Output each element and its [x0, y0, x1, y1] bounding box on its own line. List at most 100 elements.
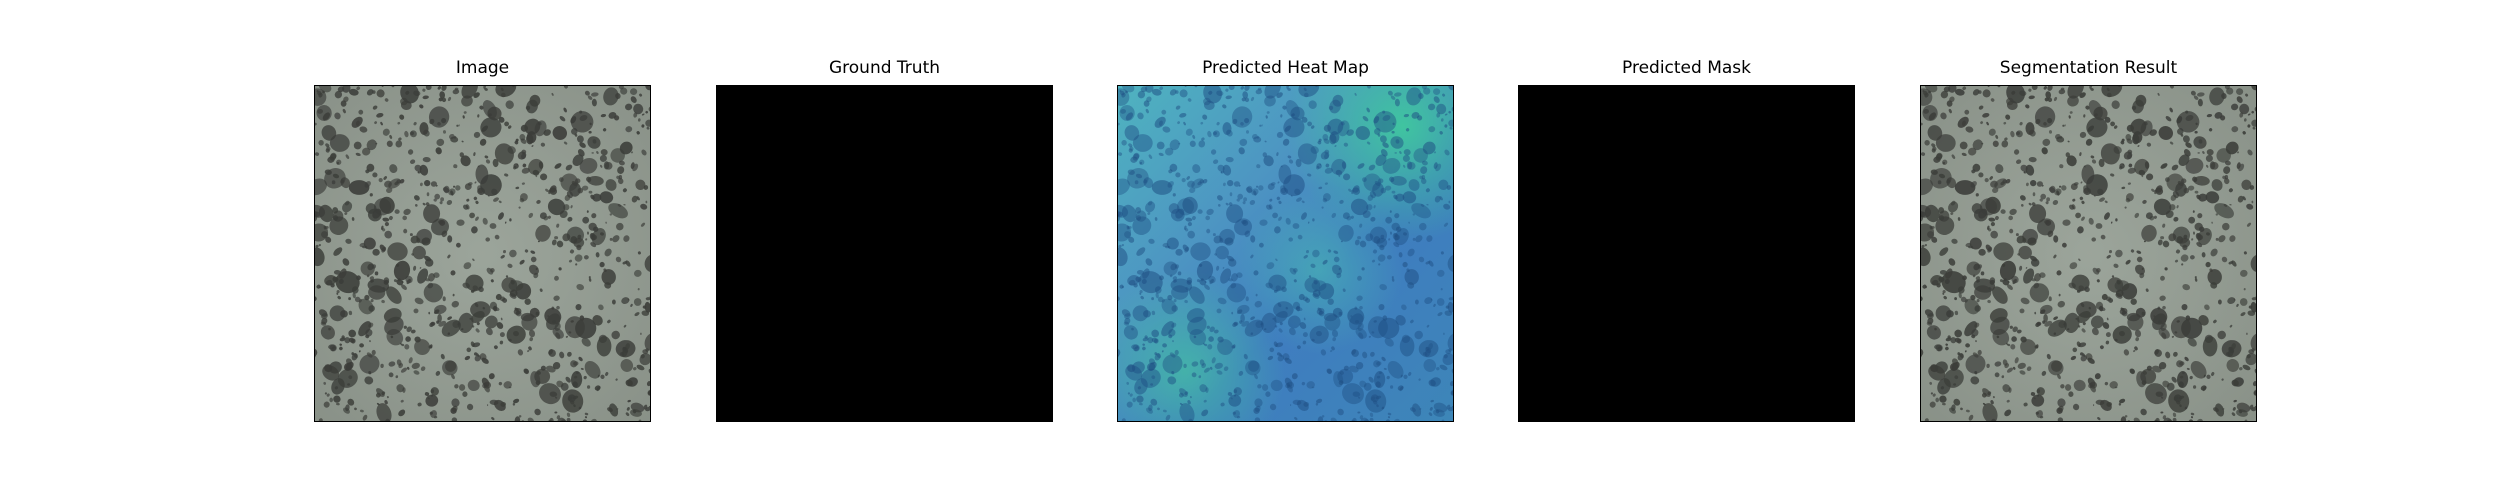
texture-spot: [485, 159, 491, 164]
texture-spot: [570, 111, 594, 133]
texture-spot: [433, 198, 437, 202]
texture-spot: [521, 182, 525, 185]
texture-spot: [336, 292, 339, 295]
texture-spot: [1129, 146, 1134, 151]
texture-spot: [1248, 360, 1260, 372]
texture-spot: [382, 128, 390, 136]
texture-spot: [337, 368, 358, 388]
texture-spot: [2247, 124, 2251, 128]
texture-spot: [1419, 175, 1423, 180]
texture-spot: [1131, 327, 1134, 331]
texture-spot: [2155, 185, 2163, 193]
texture-spot: [530, 256, 537, 263]
texture-spot: [1428, 126, 1436, 133]
texture-spot: [1373, 371, 1386, 388]
texture-spot: [620, 359, 634, 372]
texture-spot: [2028, 202, 2032, 206]
texture-spot: [400, 342, 403, 346]
texture-spot: [1293, 267, 1298, 273]
texture-spot: [2020, 204, 2024, 207]
texture-spot: [1287, 87, 1291, 91]
texture-spot: [447, 96, 452, 102]
texture-spot: [1168, 203, 1180, 214]
texture-spot: [1354, 239, 1360, 246]
texture-spot: [2168, 233, 2177, 242]
texture-spot: [466, 198, 470, 202]
texture-spot: [396, 359, 402, 366]
texture-spot: [1441, 419, 1445, 421]
texture-spot: [2046, 353, 2051, 360]
texture-spot: [623, 347, 626, 351]
texture-spot: [1222, 164, 1232, 176]
texture-spot: [1989, 308, 2008, 323]
texture-spot: [2077, 226, 2084, 234]
texture-spot: [1121, 204, 1137, 223]
texture-spot: [1428, 412, 1433, 417]
texture-spot: [340, 310, 348, 318]
texture-spot: [1168, 334, 1173, 339]
texture-spot: [1433, 402, 1448, 413]
texture-spot: [1118, 214, 1121, 222]
texture-spot: [570, 360, 578, 368]
texture-spot: [1175, 105, 1181, 110]
texture-spot: [1201, 409, 1209, 417]
texture-spot: [329, 153, 337, 161]
texture-spot: [485, 327, 493, 336]
texture-spot: [2181, 178, 2187, 184]
texture-spot: [2153, 215, 2157, 219]
texture-spot: [634, 269, 642, 277]
texture-spot: [1233, 181, 1240, 187]
texture-spot: [433, 309, 440, 315]
texture-spot: [2120, 307, 2125, 312]
texture-spot: [2224, 160, 2231, 166]
texture-spot: [1140, 368, 1161, 388]
texture-spot: [551, 239, 557, 246]
texture-spot: [2008, 387, 2012, 393]
texture-spot: [568, 259, 573, 263]
texture-spot: [1127, 364, 1136, 373]
texture-spot: [648, 368, 650, 375]
texture-spot: [1954, 337, 1961, 343]
texture-spot: [1433, 303, 1436, 307]
texture-spot: [371, 349, 376, 356]
texture-spot: [587, 136, 601, 149]
texture-spot: [2127, 182, 2131, 185]
texture-spot: [1168, 329, 1176, 337]
texture-spot: [2226, 359, 2240, 372]
texture-spot: [414, 204, 418, 207]
texture-spot: [452, 89, 460, 95]
texture-spot: [2031, 86, 2038, 90]
texture-spot: [1308, 100, 1317, 109]
texture-spot: [1448, 110, 1452, 114]
texture-spot: [1989, 176, 1993, 180]
texture-spot: [2222, 222, 2230, 231]
texture-spot: [1147, 212, 1151, 215]
texture-spot: [2209, 268, 2213, 272]
texture-spot: [1121, 92, 1126, 98]
texture-spot: [1371, 331, 1375, 334]
texture-spot: [1241, 320, 1250, 327]
texture-spot: [1158, 152, 1164, 157]
texture-spot: [1313, 279, 1318, 285]
texture-spot: [1957, 352, 1961, 356]
texture-spot: [1398, 252, 1403, 258]
texture-spot: [333, 395, 341, 403]
texture-spot: [2136, 250, 2142, 254]
texture-spot: [1433, 96, 1440, 103]
texture-spot: [2145, 383, 2167, 405]
texture-spot: [2246, 222, 2252, 227]
texture-spot: [1347, 307, 1365, 325]
texture-spot: [1417, 115, 1423, 121]
texture-spot: [439, 201, 443, 205]
texture-spot: [1142, 343, 1145, 346]
texture-spot: [2202, 151, 2205, 154]
texture-spot: [502, 250, 507, 254]
texture-spot: [1359, 240, 1367, 248]
texture-spot: [1251, 133, 1258, 140]
texture-spot: [1413, 148, 1428, 163]
texture-spot: [1245, 296, 1249, 302]
texture-spot: [1402, 261, 1408, 268]
texture-spot: [1391, 277, 1395, 282]
texture-spot: [584, 412, 589, 416]
texture-spot: [1131, 361, 1145, 374]
